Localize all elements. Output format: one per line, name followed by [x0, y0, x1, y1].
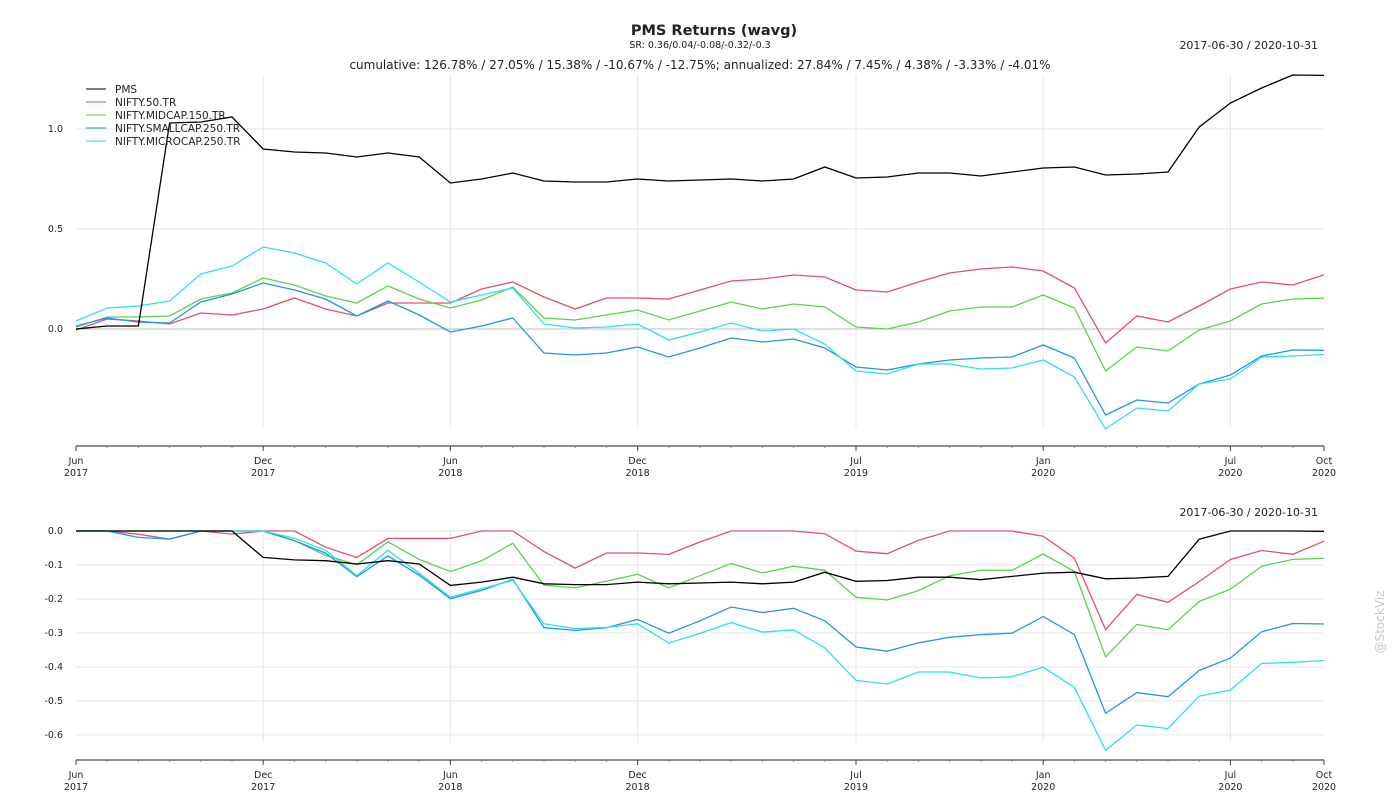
series-line-nifty-smallcap-250-tr: [75, 282, 1325, 416]
date-range-top: 2017-06-30 / 2020-10-31: [1179, 39, 1318, 52]
series-line-pms: [75, 74, 1325, 330]
x-tick-year: 2018: [626, 782, 650, 793]
x-tick-year: 2017: [251, 468, 275, 479]
legend-label: NIFTY.MIDCAP.150.TR: [115, 110, 226, 122]
x-tick-year: 2019: [844, 468, 868, 479]
x-tick-month: Jul: [1224, 456, 1236, 467]
date-range-bottom: 2017-06-30 / 2020-10-31: [1179, 506, 1318, 519]
series-line-nifty-microcap-250-tr: [76, 530, 1325, 752]
y-tick-label: -0.6: [44, 730, 63, 741]
x-tick-month: Jun: [442, 456, 458, 467]
series-line-nifty-smallcap-250-tr: [76, 530, 1325, 715]
series-line-nifty-50-tr: [75, 266, 1325, 345]
x-tick-year: 2018: [626, 468, 650, 479]
x-tick-year: 2020: [1218, 782, 1242, 793]
x-tick-year: 2020: [1218, 468, 1242, 479]
summary-stats: cumulative: 126.78% / 27.05% / 15.38% / …: [349, 58, 1050, 72]
x-tick-year: 2018: [438, 782, 462, 793]
x-tick-month: Jun: [68, 456, 84, 467]
legend-label: NIFTY.50.TR: [115, 97, 176, 109]
series-line-nifty-midcap-150-tr: [75, 277, 1325, 372]
x-tick-month: Oct: [1316, 770, 1333, 781]
legend: PMSNIFTY.50.TRNIFTY.MIDCAP.150.TRNIFTY.S…: [86, 84, 241, 148]
x-tick-year: 2020: [1312, 782, 1336, 793]
x-tick-month: Oct: [1316, 456, 1333, 467]
y-tick-label: 0.0: [48, 324, 63, 335]
series-line-nifty-50-tr: [76, 530, 1325, 631]
x-tick-month: Dec: [628, 456, 646, 467]
y-tick-label: -0.5: [44, 696, 63, 707]
y-tick-label: -0.2: [44, 594, 63, 605]
x-tick-year: 2020: [1031, 468, 1055, 479]
x-tick-month: Jan: [1035, 770, 1051, 781]
drawdown-plot: 0.0-0.1-0.2-0.3-0.4-0.5-0.6Jun2017Dec201…: [44, 526, 1336, 793]
watermark: @StockViz: [1373, 591, 1387, 654]
x-tick-year: 2020: [1031, 782, 1055, 793]
x-tick-month: Jul: [1224, 770, 1236, 781]
x-tick-month: Jun: [68, 770, 84, 781]
series-line-pms: [76, 530, 1325, 587]
y-tick-label: 1.0: [48, 124, 63, 135]
y-tick-label: -0.3: [44, 628, 63, 639]
series-line-nifty-microcap-250-tr: [75, 246, 1325, 430]
x-tick-year: 2017: [64, 468, 88, 479]
x-tick-month: Dec: [254, 770, 272, 781]
x-tick-year: 2020: [1312, 468, 1336, 479]
x-tick-month: Jul: [849, 770, 861, 781]
x-tick-month: Jul: [849, 456, 861, 467]
legend-label: NIFTY.MICROCAP.250.TR: [115, 136, 241, 148]
x-tick-year: 2018: [438, 468, 462, 479]
y-tick-label: -0.4: [44, 662, 63, 673]
x-tick-year: 2017: [251, 782, 275, 793]
y-tick-label: 0.5: [48, 224, 63, 235]
y-tick-label: -0.1: [44, 560, 63, 571]
x-tick-year: 2019: [844, 782, 868, 793]
legend-label: PMS: [115, 84, 137, 96]
x-tick-month: Dec: [254, 456, 272, 467]
chart-title: PMS Returns (wavg): [631, 23, 797, 39]
x-tick-month: Jan: [1035, 456, 1051, 467]
x-tick-year: 2017: [64, 782, 88, 793]
legend-label: NIFTY.SMALLCAP.250.TR: [115, 123, 240, 135]
x-tick-month: Dec: [628, 770, 646, 781]
chart-subtitle: SR: 0.36/0.04/-0.08/-0.32/-0.3: [629, 40, 770, 51]
y-tick-label: 0.0: [48, 526, 63, 537]
returns-plot: 1.00.50.0Jun2017Dec2017Jun2018Dec2018Jul…: [48, 74, 1336, 479]
x-tick-month: Jun: [442, 770, 458, 781]
